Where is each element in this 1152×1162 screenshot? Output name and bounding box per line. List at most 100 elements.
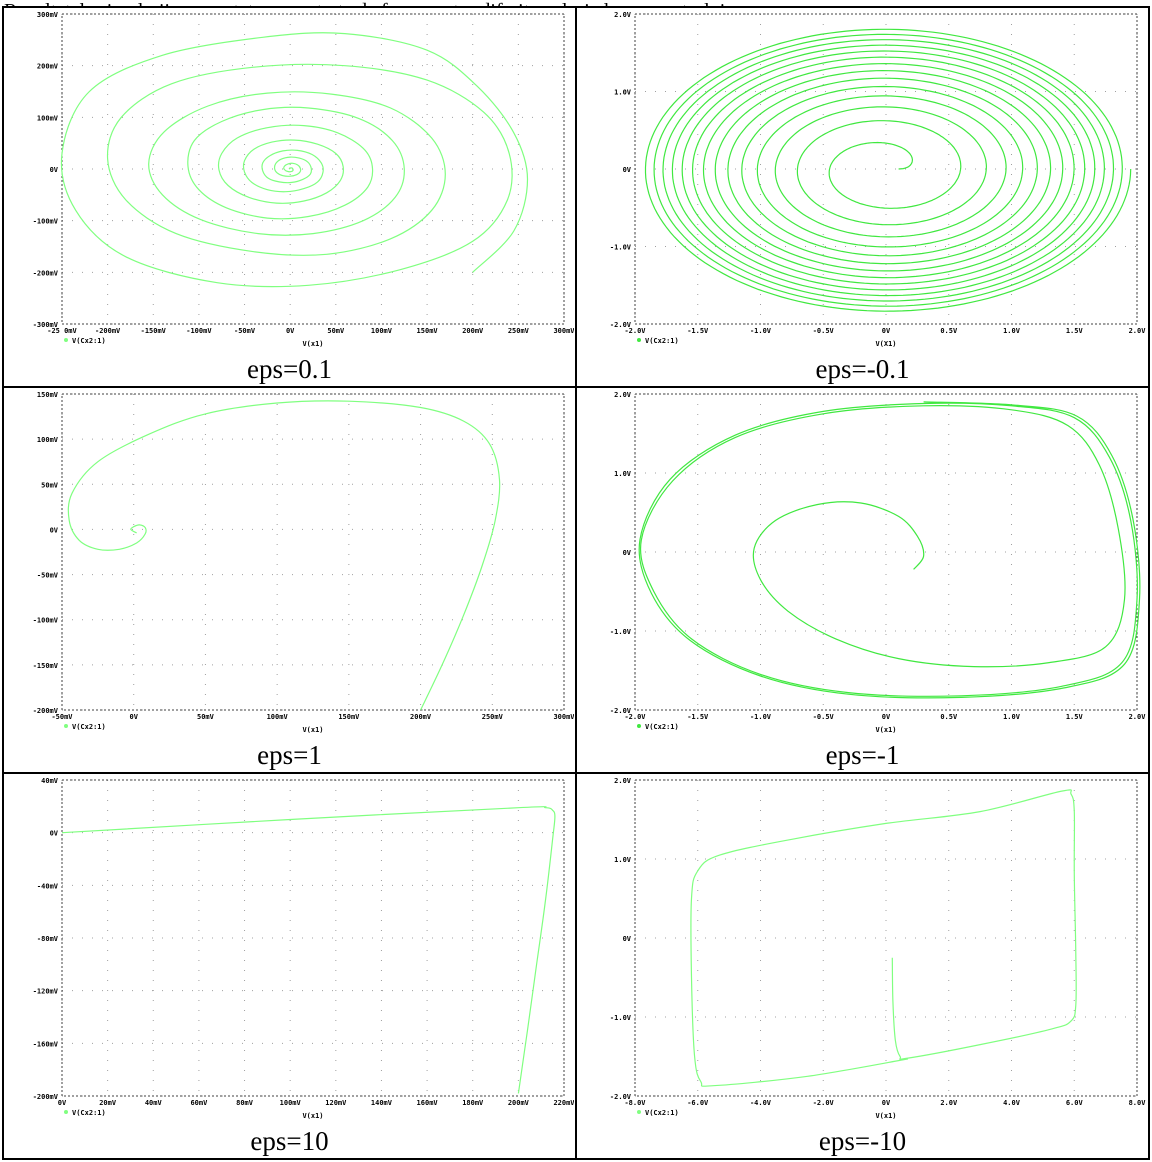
y-tick-label: -2.0V [610,321,632,329]
x-tick-label: 1.5V [1066,713,1084,721]
x-tick-label: 200mV [462,327,484,335]
x-tick-label: 100mV [267,713,289,721]
plot-caption: eps=-1 [825,740,900,770]
legend-label: V(Cx2:1) [645,1109,679,1117]
y-tick-label: 150mV [37,391,59,399]
phase-trace [690,789,1077,1087]
plot-grid-table: -25 0mV -200mV -150mV -100mV -50mV 0V 50mV 100m… [2,6,1150,1160]
y-tick-label: -1.0V [610,1014,632,1022]
y-tick-label: 50mV [41,481,59,489]
y-tick-label: 0V [623,935,632,943]
y-tick-label: -1.0V [610,628,632,636]
plot-caption: eps=-10 [818,1126,907,1156]
x-tick-label: -8.0V [624,1099,646,1107]
legend-label: V(Cx2:1) [645,723,679,731]
plot-caption: eps=10 [250,1126,329,1156]
x-tick-label: 120mV [325,1099,347,1107]
x-tick-label: 0.5V [940,713,958,721]
x-tick-label: -2.0V [624,713,646,721]
y-tick-label: 0V [50,166,59,174]
x-tick-label: 50mV [197,713,215,721]
legend-marker [637,724,641,728]
x-tick-label: 40mV [145,1099,163,1107]
y-tick-label: -100mV [33,218,59,226]
x-tick-label: 0V [882,327,891,335]
legend-label: V(Cx2:1) [72,1109,106,1117]
phase-trace [644,28,1132,312]
x-tick-label: 200mV [508,1099,530,1107]
x-axis-label: V(x1) [302,340,323,348]
y-tick-label: -2.0V [610,1093,632,1101]
x-tick-label: 0V [882,1099,891,1107]
y-tick-label: 0V [50,830,59,838]
y-tick-label: -1.0V [610,244,632,252]
phase-trace [61,806,556,1094]
legend-marker [64,338,68,342]
plot-cell: -50mV 0V 50mV 100mV 150mV 200mV 250mV 300mV -200… [2,386,577,774]
x-tick-label: -1.5V [687,327,709,335]
x-tick-label: -1.0V [750,713,772,721]
x-tick-label: -1.0V [750,327,772,335]
x-tick-label: -150mV [141,327,167,335]
x-axis-label: V(x1) [302,1112,323,1120]
x-tick-label: 0.5V [940,327,958,335]
plot-caption: eps=-0.1 [815,354,910,384]
x-tick-label: 100mV [371,327,393,335]
y-tick-label: -40mV [37,882,59,890]
y-tick-label: -80mV [37,935,59,943]
y-tick-label: -200mV [33,1093,59,1101]
plot-frame [634,13,1138,325]
x-tick-label: 300mV [553,713,574,721]
x-tick-label: -6.0V [687,1099,709,1107]
plot-cell: -25 0mV -200mV -150mV -100mV -50mV 0V 50mV 100m… [2,6,577,388]
y-tick-label: -50mV [37,572,59,580]
x-tick-label: 100mV [280,1099,302,1107]
x-tick-label: 0V [58,1099,67,1107]
y-tick-label: 0V [623,549,632,557]
plot-cell: -2.0V -1.5V -1.0V -0.5V 0V 0.5V 1.0V 1.5V 2.0V -2… [575,386,1150,774]
phase-plot: -8.0V -6.0V -4.0V -2.0V 0V 2.0V 4.0V 6.0V 8.0V -2… [610,777,1147,1120]
phase-trace [60,32,529,288]
legend-marker [637,1110,641,1114]
y-tick-label: 100mV [37,114,59,122]
legend-label: V(Cx2:1) [645,337,679,345]
y-tick-label: -150mV [33,662,59,670]
x-axis-label: V(x1) [302,726,323,734]
x-tick-label: 8.0V [1129,1099,1147,1107]
x-tick-label: 160mV [417,1099,439,1107]
y-tick-label: 300mV [37,11,59,19]
plot-cell: -8.0V -6.0V -4.0V -2.0V 0V 2.0V 4.0V 6.0V 8.0V -2… [575,772,1150,1160]
x-tick-label: -0.5V [813,327,835,335]
x-tick-label: 150mV [417,327,439,335]
plot-frame [61,779,565,1097]
y-tick-label: 0V [623,166,632,174]
x-tick-label: 0V [882,713,891,721]
y-tick-label: -120mV [33,988,59,996]
y-tick-label: 2.0V [614,11,632,19]
y-tick-label: -200mV [33,707,59,715]
y-tick-label: -200mV [33,269,59,277]
x-tick-label: 50mV [327,327,345,335]
x-tick-label: -4.0V [750,1099,772,1107]
legend-marker [637,338,641,342]
plot-frame [634,393,1138,711]
phase-plot: -25 0mV -200mV -150mV -100mV -50mV 0V 50mV 100m… [33,11,574,348]
x-tick-label: 1.0V [1003,713,1021,721]
plot-cell: -2.0V -1.5V -1.0V -0.5V 0V 0.5V 1.0V 1.5V 2.0V -2… [575,6,1150,388]
x-tick-label: 200mV [410,713,432,721]
x-tick-label: 4.0V [1003,1099,1021,1107]
x-tick-label: 220mV [553,1099,574,1107]
x-tick-label: 2.0V [1129,713,1147,721]
y-tick-label: 0V [50,526,59,534]
y-tick-label: -300mV [33,321,59,329]
y-tick-label: 200mV [37,63,59,71]
x-axis-label: V(X1) [875,340,896,348]
x-tick-label: -0.5V [813,713,835,721]
y-tick-label: -2.0V [610,707,632,715]
phase-trace [67,400,501,711]
x-tick-label: -50mV [234,327,256,335]
plot-cell: 0V 20mV 40mV 60mV 80mV 100mV 120mV 140mV 160mV 18… [2,772,577,1160]
header-text: Rezultatele simularii, prezentate ca por… [4,0,757,8]
plot-caption: eps=0.1 [247,354,332,384]
x-tick-label: -1.5V [687,713,709,721]
